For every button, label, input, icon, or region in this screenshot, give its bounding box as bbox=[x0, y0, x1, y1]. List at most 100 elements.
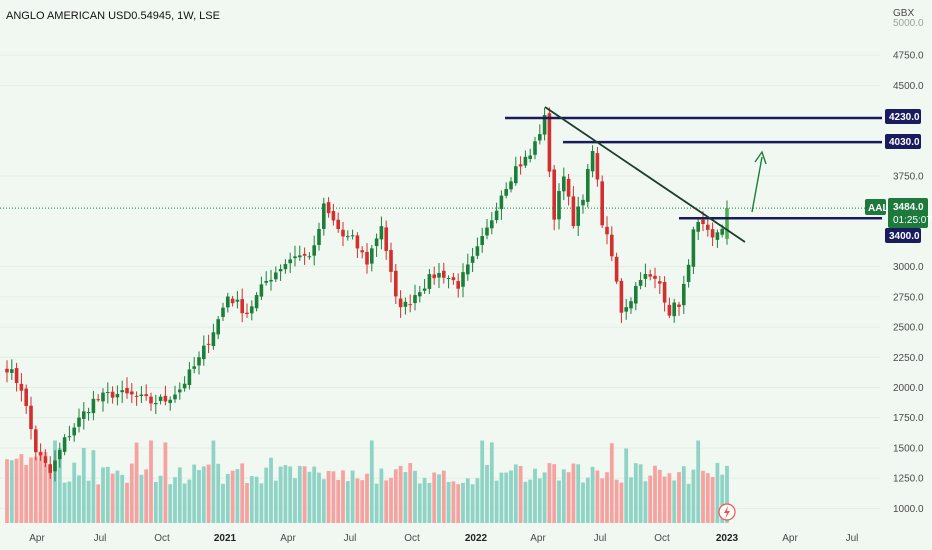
volume-bar bbox=[158, 475, 163, 523]
volume-bar bbox=[384, 480, 389, 523]
drawing-layer[interactable] bbox=[0, 106, 882, 243]
candle-body bbox=[370, 248, 374, 264]
candle-body bbox=[158, 396, 163, 401]
volume-bar bbox=[321, 479, 326, 523]
price-axis[interactable]: 4750.0 4500.0 3750.0 3000.0 2750.0 2500.0 2250… bbox=[893, 51, 924, 515]
candle-body bbox=[509, 181, 513, 190]
time-tick-label: Jul bbox=[94, 533, 107, 544]
time-tick-label: Jul bbox=[594, 533, 607, 544]
candle-body bbox=[365, 251, 369, 265]
price-tick-label: 4750.0 bbox=[893, 51, 924, 62]
volume-bar bbox=[259, 483, 264, 523]
volume-bar bbox=[533, 468, 537, 523]
candle-body bbox=[312, 245, 316, 256]
volume-bar bbox=[192, 464, 197, 523]
volume-bar bbox=[595, 470, 600, 523]
level-label-3400-bg bbox=[885, 228, 921, 243]
projection-arrow-shaft[interactable] bbox=[751, 156, 763, 213]
candle-body bbox=[504, 189, 508, 196]
volume-bar bbox=[441, 470, 446, 523]
volume-bar bbox=[153, 481, 158, 523]
volume-bar bbox=[427, 482, 432, 523]
candle-body bbox=[725, 208, 729, 239]
volume-bar bbox=[14, 458, 19, 523]
volume-bar bbox=[101, 467, 105, 523]
time-tick-label: Oct bbox=[154, 533, 170, 544]
candle-body bbox=[216, 319, 220, 335]
volume-bar bbox=[29, 457, 33, 523]
last-price-bg bbox=[888, 198, 928, 228]
volume-bar bbox=[62, 482, 67, 523]
candle-body bbox=[19, 383, 24, 391]
price-tick-label: 3000.0 bbox=[893, 262, 924, 273]
volume-bar bbox=[681, 466, 686, 523]
volume-bar bbox=[600, 478, 605, 523]
candle-body bbox=[581, 199, 585, 206]
candle-body bbox=[413, 295, 417, 304]
time-axis[interactable]: Apr Jul Oct 2021 Apr Jul Oct 2022 Apr Jul Oct 2023 A… bbox=[29, 533, 858, 544]
candle-body bbox=[226, 296, 230, 308]
candle-body bbox=[278, 268, 283, 272]
candle-body bbox=[235, 299, 240, 302]
volume-bar bbox=[451, 481, 456, 523]
volume-bar bbox=[725, 465, 729, 523]
candle-body bbox=[653, 275, 657, 279]
candle-body bbox=[346, 236, 350, 238]
volume-bar bbox=[413, 470, 417, 523]
price-tick-label: 3750.0 bbox=[893, 171, 924, 182]
level-label-4230-bg bbox=[885, 109, 921, 124]
candle-body bbox=[394, 270, 398, 297]
volume-bar bbox=[585, 477, 590, 523]
candle-body bbox=[533, 141, 537, 155]
candle-body bbox=[475, 246, 480, 256]
volume-bar bbox=[653, 465, 657, 523]
candle-body bbox=[197, 357, 201, 366]
volume-bar bbox=[518, 465, 523, 523]
candle-body bbox=[82, 411, 86, 419]
volume-bar bbox=[470, 484, 475, 523]
volume-bar bbox=[120, 474, 125, 523]
volume-bar bbox=[571, 463, 576, 523]
volume-bar bbox=[432, 472, 437, 523]
volume-bar bbox=[513, 464, 518, 523]
candle-body bbox=[629, 301, 633, 309]
candle-body bbox=[490, 220, 494, 229]
volume-bar bbox=[614, 479, 619, 523]
volume-bar bbox=[96, 484, 101, 523]
level-label-4030: 4030.0 bbox=[885, 134, 921, 149]
volume-bar bbox=[408, 463, 413, 523]
volume-bar bbox=[499, 472, 504, 523]
time-tick-label: Oct bbox=[654, 533, 670, 544]
trend-line[interactable] bbox=[544, 106, 746, 243]
candle-body bbox=[48, 464, 52, 473]
volume-bar bbox=[350, 470, 355, 523]
candle-body bbox=[667, 304, 672, 316]
candle-body bbox=[557, 191, 561, 220]
time-tick-label: 2022 bbox=[465, 533, 488, 544]
candle-body bbox=[77, 417, 81, 427]
volume-bar bbox=[115, 470, 120, 523]
lightning-icon[interactable] bbox=[718, 503, 736, 521]
volume-bar bbox=[144, 469, 149, 523]
volume-bar bbox=[581, 482, 585, 523]
level-label-4230-text: 4230.0 bbox=[889, 112, 920, 123]
candle-body bbox=[451, 277, 456, 281]
candle-body bbox=[206, 343, 211, 345]
candle-body bbox=[283, 264, 288, 270]
candle-body bbox=[518, 164, 523, 167]
candle-body bbox=[101, 392, 105, 402]
candle-body bbox=[586, 168, 590, 202]
price-tick-label: 1750.0 bbox=[893, 413, 924, 424]
price-tick-label: 4500.0 bbox=[893, 81, 924, 92]
volume-bar bbox=[715, 462, 720, 523]
volume-bar bbox=[485, 464, 489, 523]
candle-body bbox=[331, 211, 336, 221]
candle-body bbox=[288, 259, 292, 264]
volume-bar bbox=[182, 483, 187, 523]
volume-bar bbox=[264, 467, 269, 523]
candle-body bbox=[341, 229, 345, 237]
volume-bar bbox=[456, 484, 461, 523]
volume-bar bbox=[480, 440, 485, 523]
